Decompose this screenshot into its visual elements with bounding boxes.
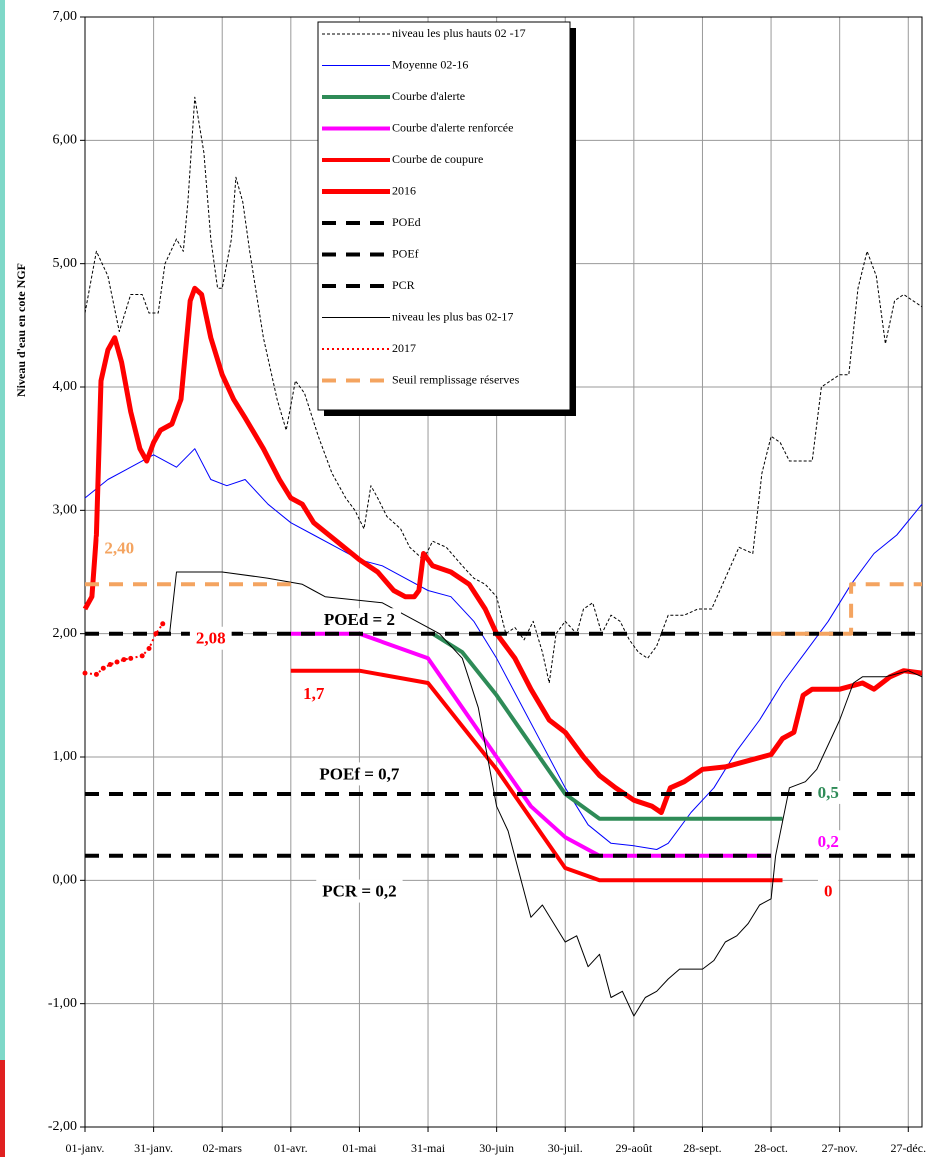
legend-label: Moyenne 02-16 [392, 57, 468, 71]
legend-label: Courbe de coupure [392, 152, 483, 166]
annotation-text: POEf = 0,7 [319, 764, 400, 783]
annotation-text: PCR = 0,2 [322, 882, 396, 901]
x-tick-label: 27-déc. [890, 1141, 926, 1155]
x-tick-label: 30-juil. [548, 1141, 583, 1155]
annotation-bg [316, 879, 403, 903]
annotation-bg [98, 536, 141, 560]
y-tick-label: -2,00 [48, 1119, 77, 1134]
annotation-bg [313, 762, 406, 786]
annotation: 0,5 [811, 780, 845, 804]
y-tick-label: 2,00 [53, 626, 78, 641]
annotation-bg [817, 879, 839, 903]
legend-label: niveau les plus bas 02-17 [392, 309, 513, 323]
annotation-text: 2,08 [196, 629, 226, 648]
legend-label: 2017 [392, 341, 416, 355]
x-tick-label: 31-mai [411, 1141, 446, 1155]
y-tick-label: -1,00 [48, 996, 77, 1011]
legend-label: Courbe d'alerte renforcée [392, 120, 513, 134]
x-tick-label: 29-août [616, 1141, 653, 1155]
legend [317, 21, 571, 411]
legend-label: Seuil remplissage réserves [392, 372, 520, 386]
annotation: 0 [817, 879, 839, 903]
annotation-text: 0,5 [818, 783, 839, 802]
point [153, 631, 159, 637]
y-tick-label: 4,00 [53, 379, 78, 394]
point [114, 659, 120, 665]
annotation-bg [811, 830, 845, 854]
series-line [85, 582, 922, 636]
annotation-text: 0 [824, 882, 833, 901]
x-tick-label: 01-janv. [66, 1141, 105, 1155]
legend-label: POEd [392, 215, 421, 229]
annotation: 1,7 [297, 682, 331, 706]
point [146, 645, 152, 651]
point [82, 670, 88, 676]
series-line [290, 668, 783, 883]
x-tick-label: 30-juin [479, 1141, 514, 1155]
annotation-text: 1,7 [303, 684, 325, 703]
y-tick-label: 3,00 [53, 503, 78, 518]
y-tick-label: 1,00 [53, 749, 78, 764]
annotation: POEf = 0,7 [313, 762, 406, 786]
point [121, 657, 127, 663]
series-line [84, 448, 923, 850]
x-tick-label: 28-oct. [754, 1141, 788, 1155]
series-line [82, 285, 923, 815]
x-tick-label: 27-nov. [822, 1141, 858, 1155]
x-tick-label: 02-mars [203, 1141, 243, 1155]
x-tick-label: 28-sept. [683, 1141, 721, 1155]
annotation: PCR = 0,2 [316, 879, 403, 903]
annotation-text: 0,2 [818, 832, 839, 851]
legend-label: niveau les plus hauts 02 -17 [392, 26, 526, 40]
legend-label: 2016 [392, 183, 416, 197]
annotation-text: 2,40 [104, 539, 134, 558]
annotation-bg [811, 780, 845, 804]
annotation-bg [317, 608, 401, 632]
point [160, 621, 166, 627]
legend-label: Courbe d'alerte [392, 89, 465, 103]
legend-label: PCR [392, 278, 415, 292]
y-tick-label: 7,00 [53, 9, 78, 24]
x-tick-label: 31-janv. [134, 1141, 173, 1155]
y-tick-label: 5,00 [53, 256, 78, 271]
series-line [169, 571, 923, 1017]
annotation-bg [297, 682, 331, 706]
legend-label: POEf [392, 246, 419, 260]
series-line [290, 631, 772, 858]
series-line [431, 632, 783, 821]
point [128, 655, 134, 661]
y-tick-label: 6,00 [53, 133, 78, 148]
point [107, 662, 113, 667]
point [139, 653, 145, 659]
annotation: 0,2 [811, 830, 845, 854]
y-tick-label: 0,00 [53, 873, 78, 888]
annotation: POEd = 2 [317, 608, 401, 632]
left-stripe [0, 0, 5, 1060]
annotation: 2,40 [98, 536, 141, 560]
annotation-bg [189, 626, 232, 650]
y-axis-label: Niveau d'eau en cote NGF [14, 263, 28, 397]
point [93, 671, 99, 677]
plot-frame [84, 16, 923, 1128]
x-tick-label: 01-mai [342, 1141, 377, 1155]
series-line [84, 96, 923, 684]
left-stripe-bottom [0, 1060, 5, 1157]
x-tick-label: 01-avr. [274, 1141, 308, 1155]
point [100, 665, 106, 671]
annotation-text: POEd = 2 [324, 610, 395, 629]
annotation: 2,08 [189, 626, 232, 650]
